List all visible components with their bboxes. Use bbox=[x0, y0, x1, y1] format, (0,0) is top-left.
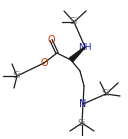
Text: Si: Si bbox=[70, 18, 78, 27]
Text: Si: Si bbox=[102, 90, 110, 99]
Text: O: O bbox=[47, 35, 55, 45]
Text: Si: Si bbox=[78, 119, 86, 127]
Text: O: O bbox=[40, 58, 48, 68]
Text: N: N bbox=[79, 99, 87, 109]
Polygon shape bbox=[69, 47, 85, 62]
Text: NH: NH bbox=[78, 43, 92, 52]
Text: Si: Si bbox=[13, 71, 21, 80]
